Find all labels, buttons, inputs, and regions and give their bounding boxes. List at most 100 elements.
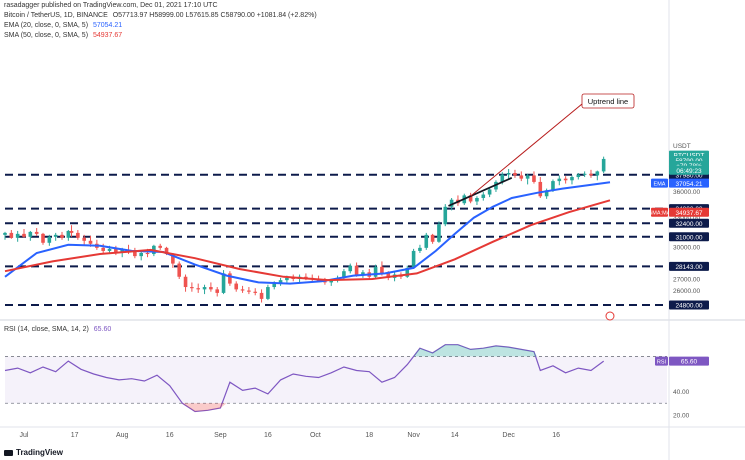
candle-body-6 bbox=[41, 233, 45, 243]
candle-body-33 bbox=[209, 287, 213, 290]
event-marker-icon bbox=[605, 311, 615, 321]
candlesticks bbox=[3, 156, 606, 303]
candle-body-10 bbox=[66, 230, 71, 238]
candle-body-70 bbox=[443, 206, 448, 225]
time-tick-Sep: Sep bbox=[214, 432, 227, 439]
rsi-tick-label: 40.00 bbox=[673, 389, 690, 396]
candle-body-26 bbox=[164, 247, 169, 255]
tradingview-logo-icon bbox=[4, 449, 13, 456]
candle-body-18 bbox=[114, 248, 118, 253]
candle-body-16 bbox=[101, 247, 105, 251]
series-tag-EMA: EMA bbox=[654, 182, 666, 188]
level-tag-32400.00-bg bbox=[669, 218, 709, 228]
candle-body-74 bbox=[468, 195, 473, 202]
rsi-value-tag-bg bbox=[669, 356, 709, 366]
sma-line bbox=[4, 199, 611, 282]
candle-body-57 bbox=[361, 272, 365, 275]
candle-body-31 bbox=[196, 288, 201, 290]
sma-legend[interactable]: SMA (50, close, 0, SMA, 5) 54937.67 bbox=[4, 32, 125, 39]
rsi-legend-label: RSI (14, close, SMA, 14, 2) bbox=[4, 326, 89, 333]
level-tag-31000.00: 31000.00 bbox=[675, 234, 702, 241]
watermark-text: TradingView bbox=[16, 448, 63, 457]
time-tick-17: 17 bbox=[71, 432, 79, 439]
price-tag-7: 34937.67 bbox=[675, 210, 702, 217]
price-axis[interactable]: USDT 36000.00 33000.00 30000.00 27000.00 2600… bbox=[649, 143, 709, 420]
candle-body-29 bbox=[183, 276, 188, 288]
publisher-text: rasadagger published on TradingView.com,… bbox=[4, 2, 218, 9]
time-axis[interactable]: Jul 17 Aug 16 Sep 16 Oct 18 Nov 14 Dec 16 bbox=[20, 311, 615, 439]
series-tag-bg-6 bbox=[651, 207, 668, 217]
candle-body-42 bbox=[266, 287, 270, 299]
candle-body-40 bbox=[253, 291, 258, 293]
candle-body-59 bbox=[373, 266, 378, 277]
candle-body-89 bbox=[563, 178, 568, 181]
rsi-band-fill bbox=[5, 356, 667, 404]
candle-body-13 bbox=[82, 237, 86, 241]
rsi-pane bbox=[4, 344, 667, 413]
candle-body-3 bbox=[22, 233, 26, 237]
rsi-tick-label: 20.00 bbox=[673, 413, 690, 420]
candle-body-21 bbox=[133, 251, 137, 257]
tradingview-watermark[interactable]: TradingView bbox=[4, 448, 63, 457]
price-tag-7-bg bbox=[669, 207, 709, 217]
price-tag-5-bg bbox=[669, 178, 709, 188]
ema-legend-label: EMA (20, close, 0, SMA, 5) bbox=[4, 22, 89, 29]
candle-body-22 bbox=[139, 252, 144, 257]
candle-body-48 bbox=[304, 276, 308, 278]
price-tick-label: 36000.00 bbox=[673, 189, 700, 196]
rsi-oversold-fill bbox=[179, 403, 227, 412]
candle-body-77 bbox=[487, 189, 492, 195]
annotation-box bbox=[581, 93, 635, 109]
candle-body-4 bbox=[28, 231, 33, 237]
candle-body-85 bbox=[538, 181, 543, 197]
candle-body-12 bbox=[76, 232, 80, 238]
symbol-title[interactable]: Bitcoin / TetherUS, 1D, BINANCE bbox=[4, 12, 108, 19]
candle-body-76 bbox=[481, 194, 486, 198]
rsi-legend-value: 65.60 bbox=[93, 326, 112, 333]
candle-body-17 bbox=[107, 248, 112, 251]
candle-body-61 bbox=[386, 273, 391, 278]
candle-body-79 bbox=[500, 174, 505, 182]
level-tag-37980.00: 37980.00 bbox=[675, 172, 702, 179]
candle-body-44 bbox=[278, 280, 283, 284]
candle-body-11 bbox=[69, 230, 74, 233]
price-tick-label: 33000.00 bbox=[673, 215, 700, 222]
series-tag-SMA:MA: SMA:MA bbox=[649, 211, 671, 217]
candle-body-8 bbox=[53, 234, 58, 237]
candle-body-52 bbox=[329, 280, 334, 283]
rsi-line bbox=[4, 344, 605, 413]
time-tick-Nov: Nov bbox=[407, 432, 420, 439]
level-tag-28143.00: 28143.00 bbox=[675, 264, 702, 271]
rsi-legend[interactable]: RSI (14, close, SMA, 14, 2) 65.60 bbox=[4, 326, 114, 333]
candle-body-88 bbox=[557, 178, 562, 182]
ema-legend[interactable]: EMA (20, close, 0, SMA, 5) 57054.21 bbox=[4, 22, 125, 29]
candle-body-56 bbox=[354, 265, 359, 275]
candle-body-30 bbox=[190, 287, 194, 289]
symbol-header: Bitcoin / TetherUS, 1D, BINANCE O57713.9… bbox=[4, 12, 320, 19]
level-tag-31000.00-bg bbox=[669, 232, 709, 242]
ema-legend-value: 57054.21 bbox=[92, 22, 123, 29]
rsi-tag: RSI bbox=[657, 360, 667, 366]
candle-body-82 bbox=[519, 175, 524, 179]
candle-body-90 bbox=[570, 177, 574, 181]
candle-body-39 bbox=[247, 290, 251, 292]
candle-body-5 bbox=[34, 231, 39, 234]
candle-body-27 bbox=[171, 254, 175, 264]
candle-body-1 bbox=[9, 232, 14, 238]
uptrend-line-group: Uptrend line bbox=[448, 93, 635, 207]
level-tag-24800.00: 24800.00 bbox=[675, 303, 702, 310]
candle-body-7 bbox=[47, 236, 52, 243]
moving-averages bbox=[4, 181, 611, 285]
time-tick-Jul: Jul bbox=[20, 432, 29, 439]
candle-body-94 bbox=[595, 171, 600, 176]
candle-body-0 bbox=[3, 232, 7, 235]
rsi-tag-bg bbox=[655, 356, 668, 366]
candle-body-2 bbox=[15, 233, 20, 238]
candle-body-87 bbox=[551, 181, 555, 191]
candle-body-84 bbox=[532, 175, 536, 182]
candle-body-9 bbox=[60, 234, 64, 238]
time-tick-Dec: Dec bbox=[502, 432, 515, 439]
candle-body-43 bbox=[272, 283, 277, 288]
candle-body-25 bbox=[158, 245, 163, 248]
